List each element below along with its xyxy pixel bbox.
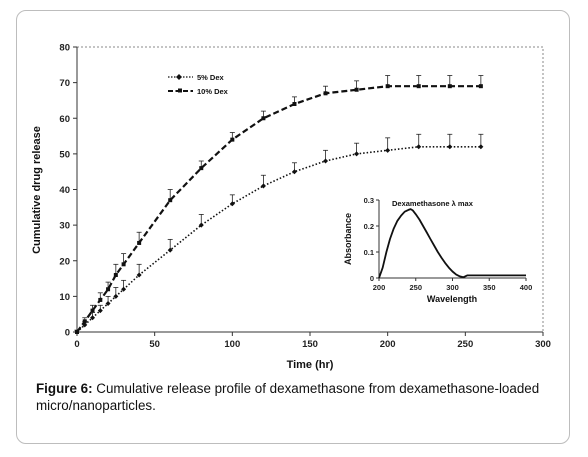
legend-label-5pct: 5% Dex — [197, 73, 225, 82]
data-point — [416, 144, 422, 150]
legend-marker-10pct — [178, 88, 182, 93]
data-point — [105, 301, 111, 306]
x-axis-label: Time (hr) — [287, 359, 334, 371]
data-point — [385, 147, 391, 153]
data-point — [167, 247, 173, 253]
data-point — [199, 166, 204, 171]
inset-absorbance-line — [378, 208, 526, 279]
data-point — [121, 262, 126, 267]
data-point — [168, 198, 173, 203]
inset-y-tick-label: 0 — [370, 274, 374, 283]
data-point — [82, 319, 87, 324]
x-tick-label: 50 — [149, 339, 160, 350]
y-tick-label: 70 — [59, 78, 70, 89]
data-point — [354, 151, 360, 157]
plot-area-border — [76, 46, 544, 333]
data-point — [90, 308, 95, 313]
y-tick-label: 30 — [59, 221, 70, 232]
inset-x-tick-label: 350 — [483, 283, 496, 292]
x-tick-label: 0 — [74, 339, 79, 350]
y-tick-label: 0 — [65, 328, 70, 339]
inset-y-axis-label: Absorbance — [343, 213, 353, 265]
figure-caption: Figure 6: Cumulative release profile of … — [36, 380, 551, 414]
inset-x-tick-label: 250 — [409, 283, 422, 292]
data-point — [136, 272, 142, 278]
data-point — [478, 144, 484, 150]
data-point — [447, 84, 452, 89]
data-point — [323, 91, 328, 96]
inset-x-tick-label: 400 — [520, 283, 533, 292]
inset-title: Dexamethasone λ max — [392, 199, 474, 208]
data-point — [121, 286, 127, 292]
data-point — [416, 84, 421, 89]
legend-marker-5pct — [176, 74, 182, 80]
main-series-group — [74, 75, 484, 335]
legend: 5% Dex 10% Dex — [168, 73, 229, 96]
data-point — [97, 308, 103, 314]
inset-y-tick-label: 0.2 — [364, 222, 374, 231]
inset-x-tick-label: 300 — [446, 283, 459, 292]
caption-text: Cumulative release profile of dexamethas… — [36, 381, 540, 413]
y-tick-label: 20 — [59, 256, 70, 267]
inset-axes: 200 250 300 350 400 0 0.1 0.2 0.3 — [364, 196, 533, 292]
series-line-10pct — [76, 85, 481, 333]
y-tick-label: 50 — [59, 149, 70, 160]
y-tick-label: 60 — [59, 114, 70, 125]
data-point — [447, 144, 453, 150]
data-point — [229, 201, 235, 207]
data-point — [354, 87, 359, 92]
series-line-5pct — [76, 146, 481, 333]
x-tick-label: 250 — [457, 339, 473, 350]
inset-x-axis-label: Wavelength — [427, 294, 477, 304]
data-point — [98, 297, 103, 302]
caption-label: Figure 6: — [36, 381, 93, 396]
data-point — [385, 84, 390, 89]
data-point — [90, 315, 96, 321]
data-point — [113, 273, 118, 277]
data-point — [113, 293, 119, 299]
data-point — [323, 158, 329, 164]
x-tick-label: 150 — [302, 339, 318, 350]
figure-frame — [16, 10, 570, 444]
data-point — [198, 222, 204, 228]
data-point — [478, 84, 483, 89]
y-tick-label: 80 — [59, 43, 70, 54]
data-point — [75, 330, 79, 334]
x-tick-label: 100 — [224, 339, 240, 350]
inset-x-tick-label: 200 — [373, 283, 386, 292]
legend-label-10pct: 10% Dex — [197, 87, 229, 96]
y-axis-label: Cumulative drug release — [31, 126, 43, 254]
inset-y-tick-label: 0.1 — [364, 248, 374, 257]
data-point — [291, 169, 297, 175]
data-point — [260, 183, 266, 189]
inset-series-group — [378, 208, 526, 279]
data-point — [230, 137, 235, 142]
data-point — [137, 240, 142, 245]
data-point — [261, 116, 266, 121]
y-tick-label: 10 — [59, 292, 70, 303]
x-tick-label: 300 — [535, 339, 551, 350]
main-axes: 0 50 100 150 200 250 300 0 10 20 30 40 50 60 70 80 — [59, 43, 551, 351]
inset-y-tick-label: 0.3 — [364, 196, 374, 205]
x-tick-label: 200 — [380, 339, 396, 350]
data-point — [106, 287, 111, 292]
data-point — [292, 102, 297, 106]
y-tick-label: 40 — [59, 185, 70, 196]
